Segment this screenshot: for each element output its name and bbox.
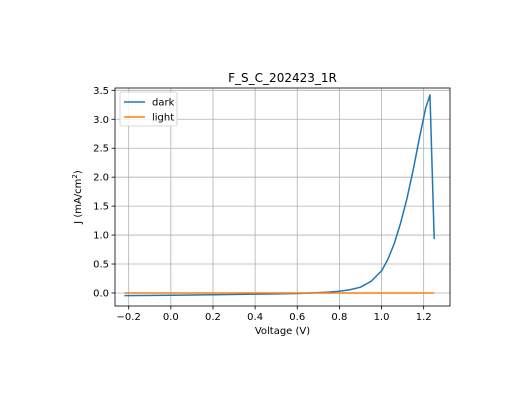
x-tick-label: 0.2 [205,312,221,323]
series-line-dark [124,94,435,297]
y-axis-ticks: 0.0 0.5 1.0 1.5 2.0 2.5 3.0 3.5 [93,86,115,299]
x-axis-label: Voltage (V) [255,326,310,337]
x-tick-label: 0.8 [331,312,347,323]
x-tick-label: 1.0 [374,312,390,323]
legend: dark light [119,91,178,127]
chart-title: F_S_C_202423_1R [228,71,337,85]
series-lines [124,94,435,297]
y-axis-label-main: J (mA/cm [73,179,84,225]
x-tick-label: 0.4 [247,312,263,323]
y-tick-label: 1.0 [93,231,109,242]
y-tick-label: 1.5 [93,202,109,213]
y-tick-label: 0.5 [93,260,109,271]
x-tick-label: 0.0 [163,312,179,323]
y-tick-label: 2.5 [93,144,109,155]
y-tick-label: 2.0 [93,173,109,184]
x-tick-label: 0.6 [289,312,305,323]
y-tick-label: 0.0 [93,288,109,299]
legend-entry-light: light [152,113,174,124]
y-axis-label-close: ) [73,170,84,174]
x-axis-ticks: −0.2 0.0 0.2 0.4 0.6 0.8 1.0 1.2 [117,306,432,323]
grid-lines [115,88,450,306]
y-tick-label: 3.5 [93,86,109,97]
x-tick-label: −0.2 [117,312,141,323]
x-tick-label: 1.2 [416,312,432,323]
plot-frame [114,87,451,307]
y-tick-label: 3.0 [93,115,109,126]
legend-entry-dark: dark [152,98,175,109]
y-axis-label: J (mA/cm2) [71,170,84,225]
y-axis-label-superscript: 2 [71,174,79,178]
